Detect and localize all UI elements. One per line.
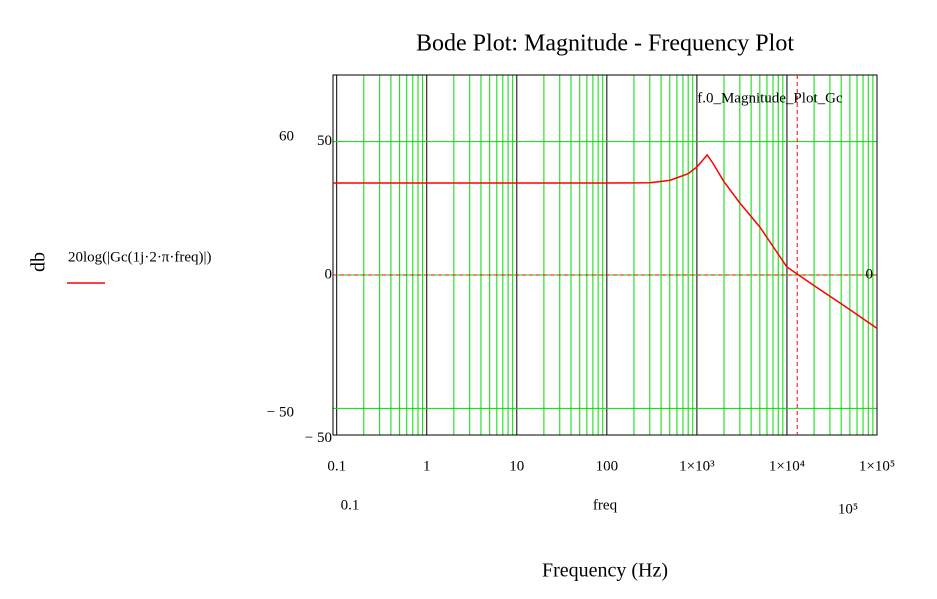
y-limit-label: 60	[279, 128, 294, 144]
v-marker-label: f.0_Magnitude_Plot_Gc	[697, 90, 843, 106]
y-tick-label: 0	[325, 266, 333, 282]
x-tick-label: 100	[596, 458, 619, 474]
y-tick-label: 50	[317, 133, 332, 149]
x-tick-label: 0.1	[327, 458, 346, 474]
x-limit-label: 10⁵	[838, 501, 858, 517]
x-tick-label: 1	[423, 458, 431, 474]
x-variable: freq	[593, 497, 618, 513]
h-marker-label: 0	[866, 266, 874, 282]
y-limit-label: − 50	[267, 404, 294, 420]
legend-label: 20log(|Gc(1j·2·π·freq)|)	[68, 249, 212, 265]
plot-frame	[332, 74, 878, 436]
y-axis-label: db	[28, 252, 50, 272]
chart-title: Bode Plot: Magnitude - Frequency Plot	[416, 31, 794, 57]
y-tick-label: − 50	[305, 430, 332, 446]
x-tick-label: 10	[509, 458, 524, 474]
line-series	[333, 153, 878, 329]
x-tick-label: 1×10⁴	[769, 458, 805, 474]
x-tick-label: 1×10³	[679, 458, 715, 474]
x-tick-label: 1×10⁵	[859, 458, 895, 474]
x-limit-label: 0.1	[341, 497, 360, 513]
x-axis-label: Frequency (Hz)	[542, 560, 668, 582]
